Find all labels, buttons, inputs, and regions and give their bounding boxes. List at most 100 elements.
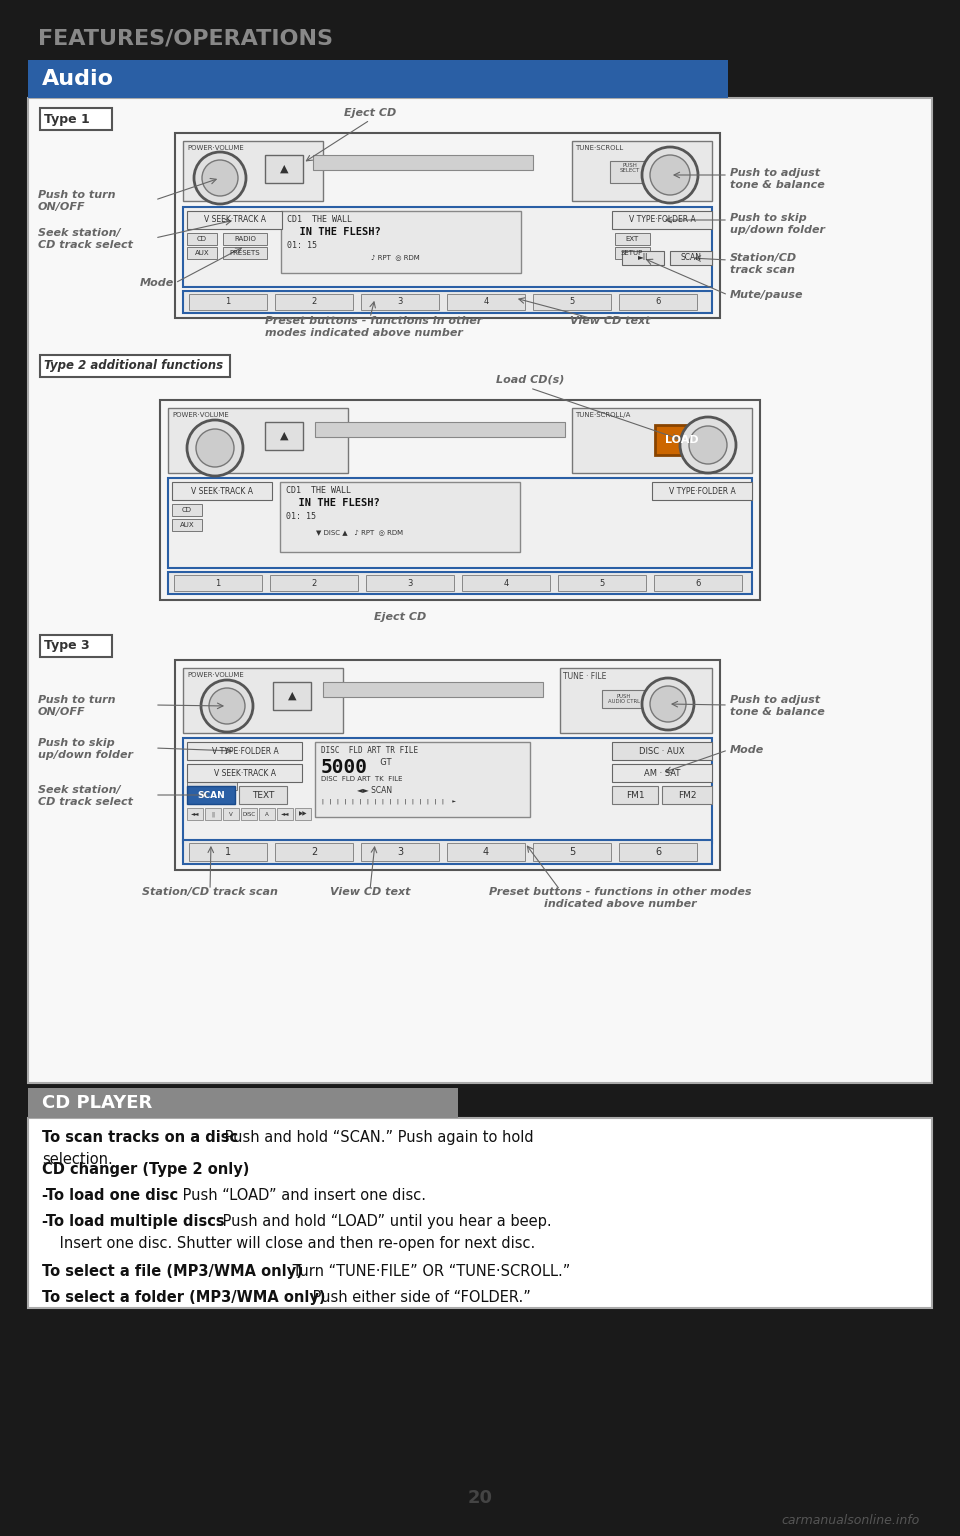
Text: Eject CD: Eject CD — [373, 611, 426, 622]
Text: PRESETS: PRESETS — [229, 250, 260, 257]
Text: Push to adjust
tone & balance: Push to adjust tone & balance — [730, 694, 825, 717]
Bar — [652, 482, 752, 501]
Bar — [558, 574, 646, 591]
Text: Seek station/
CD track select: Seek station/ CD track select — [38, 227, 133, 249]
Text: CD PLAYER: CD PLAYER — [42, 1094, 153, 1112]
Text: FEATURES/OPERATIONS: FEATURES/OPERATIONS — [38, 28, 333, 48]
Bar — [273, 682, 311, 710]
Bar — [366, 574, 454, 591]
Text: DISC  FLD ART TR FILE: DISC FLD ART TR FILE — [321, 746, 419, 756]
Bar — [187, 247, 217, 260]
Text: Push “LOAD” and insert one disc.: Push “LOAD” and insert one disc. — [178, 1187, 426, 1203]
Text: 1: 1 — [226, 298, 230, 307]
Bar — [174, 574, 262, 591]
Bar — [315, 422, 565, 438]
Text: 2: 2 — [311, 579, 317, 587]
Text: 3: 3 — [396, 846, 403, 857]
Bar — [610, 161, 650, 183]
Bar — [619, 843, 697, 862]
Bar — [241, 808, 257, 820]
Bar — [40, 634, 112, 657]
Bar — [670, 250, 712, 266]
Text: 6: 6 — [695, 579, 701, 587]
Text: TUNE·SCROLL/A: TUNE·SCROLL/A — [575, 412, 631, 418]
Text: carmanualsonline.info: carmanualsonline.info — [781, 1513, 920, 1527]
Bar — [622, 250, 664, 266]
Text: Audio: Audio — [42, 69, 114, 89]
Text: V SEEK·TRACK A: V SEEK·TRACK A — [191, 487, 253, 496]
Bar — [28, 1087, 458, 1118]
Text: Push either side of “FOLDER.”: Push either side of “FOLDER.” — [308, 1290, 531, 1306]
Bar — [172, 519, 202, 531]
Text: 01: 15: 01: 15 — [286, 511, 316, 521]
Bar — [183, 668, 343, 733]
Bar — [0, 0, 960, 55]
Text: CD1  THE WALL: CD1 THE WALL — [286, 485, 351, 495]
Bar — [612, 742, 712, 760]
Ellipse shape — [202, 160, 238, 197]
Bar — [270, 574, 358, 591]
Bar — [361, 293, 439, 310]
Bar — [168, 409, 348, 473]
Text: IN THE FLESH?: IN THE FLESH? — [286, 498, 380, 508]
Text: View CD text: View CD text — [329, 886, 410, 897]
Bar — [172, 482, 272, 501]
Bar — [315, 742, 530, 817]
Text: Mute/pause: Mute/pause — [730, 290, 804, 300]
Bar — [295, 808, 311, 820]
Bar — [275, 293, 353, 310]
Bar — [187, 786, 235, 803]
Bar — [223, 233, 267, 246]
Bar — [654, 574, 742, 591]
Text: To select a file (MP3/WMA only): To select a file (MP3/WMA only) — [42, 1264, 302, 1279]
Text: 2: 2 — [311, 846, 317, 857]
Bar — [265, 422, 303, 450]
Text: 01: 15: 01: 15 — [287, 241, 317, 250]
Text: DISC  FLD ART  TK  FILE: DISC FLD ART TK FILE — [321, 776, 402, 782]
Bar — [361, 843, 439, 862]
Bar — [447, 843, 525, 862]
Ellipse shape — [201, 680, 253, 733]
Text: 6: 6 — [655, 846, 661, 857]
Text: ▼ DISC ▲   ♪ RPT  ◎ RDM: ▼ DISC ▲ ♪ RPT ◎ RDM — [317, 530, 403, 536]
Ellipse shape — [650, 155, 690, 195]
Text: ▲: ▲ — [279, 432, 288, 441]
Text: IN THE FLESH?: IN THE FLESH? — [287, 227, 381, 237]
Ellipse shape — [196, 429, 234, 467]
Bar — [189, 843, 267, 862]
Text: Push to turn
ON/OFF: Push to turn ON/OFF — [38, 694, 115, 717]
Text: TUNE·SCROLL: TUNE·SCROLL — [575, 144, 623, 151]
Text: 2: 2 — [311, 298, 317, 307]
Bar — [187, 763, 302, 782]
Ellipse shape — [689, 425, 727, 464]
Bar — [183, 840, 712, 863]
Text: Mode: Mode — [730, 745, 764, 756]
Text: PUSH
SELECT: PUSH SELECT — [620, 163, 640, 174]
Bar — [655, 425, 710, 455]
Text: TEXT: TEXT — [252, 791, 275, 800]
Bar — [612, 210, 712, 229]
Bar — [662, 786, 712, 803]
Bar — [28, 60, 728, 98]
Text: 5: 5 — [569, 298, 575, 307]
Text: Push and hold “SCAN.” Push again to hold: Push and hold “SCAN.” Push again to hold — [220, 1130, 534, 1144]
Bar — [168, 571, 752, 594]
Bar — [281, 210, 521, 273]
Text: 5: 5 — [569, 846, 575, 857]
Text: LOAD: LOAD — [665, 435, 699, 445]
Text: ||: || — [211, 811, 215, 817]
Text: 6: 6 — [656, 298, 660, 307]
Text: ▲: ▲ — [288, 691, 297, 700]
Bar — [175, 660, 720, 869]
Text: POWER·VOLUME: POWER·VOLUME — [172, 412, 228, 418]
Text: FM2: FM2 — [678, 791, 696, 800]
Bar — [615, 233, 650, 246]
Text: Preset buttons - functions in other
modes indicated above number: Preset buttons - functions in other mode… — [265, 316, 482, 338]
Text: CD changer (Type 2 only): CD changer (Type 2 only) — [42, 1163, 250, 1177]
Bar — [183, 290, 712, 313]
Bar — [533, 843, 611, 862]
Bar — [183, 141, 323, 201]
Text: RADIO: RADIO — [234, 237, 256, 243]
Text: EXT: EXT — [625, 237, 638, 243]
Ellipse shape — [650, 687, 686, 722]
